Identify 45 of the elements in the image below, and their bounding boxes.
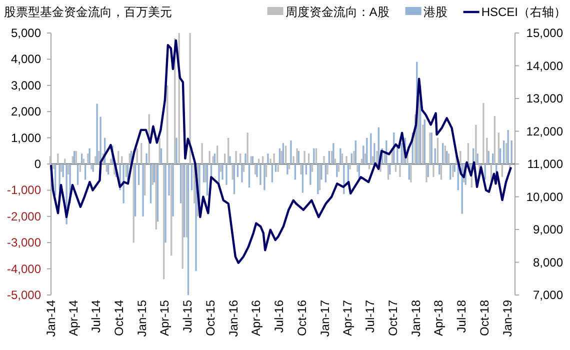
y2-tick-label: 8,000 [532,255,564,270]
y-tick-label: 0 [34,157,42,171]
y-tick-label: -2,000 [6,209,42,224]
x-tick-label: Apr-16 [249,300,264,336]
x-tick-label: Apr-17 [340,300,354,336]
y-tick-label: 4,000 [10,52,42,66]
x-tick-label: Jul-17 [363,300,378,333]
legend-label: 港股 [423,5,448,19]
y2-tick-label: 15,000 [526,26,564,40]
x-tick-label: Apr-15 [158,300,172,336]
legend-label: 周度资金流向：A股 [285,5,390,19]
y-tick-label: 2,000 [10,104,42,119]
y-tick-label: -1,000 [6,183,42,198]
chart-title: 股票型基金资金流向，百万美元 [4,5,172,19]
x-tick-label: Jan-19 [500,300,514,337]
x-tick-label: Apr-18 [432,300,446,336]
y2-tick-label: 9,000 [532,222,564,236]
x-tick-label: Jan-18 [409,300,424,337]
legend-label: HSCEI（右轴） [481,5,566,19]
y-tick-label: -3,000 [6,236,42,250]
y-tick-label: -4,000 [6,262,42,276]
x-tick-label: Oct-17 [386,300,400,336]
y2-tick-label: 10,000 [526,190,564,204]
x-tick-label: Jan-16 [226,300,240,337]
y2-tick-label: 12,000 [526,124,564,138]
x-tick-label: Apr-14 [66,300,80,336]
x-tick-label: Jul-15 [180,300,194,333]
y2-tick-label: 13,000 [526,92,564,106]
x-tick-label: Oct-14 [112,300,126,336]
y-tick-label: 5,000 [10,26,42,40]
x-tick-label: Jan-14 [44,300,58,337]
x-tick-label: Jul-16 [272,300,286,333]
x-tick-label: Jul-18 [454,300,468,333]
x-tick-label: Oct-16 [294,300,309,336]
y-tick-label: -5,000 [6,288,42,302]
y2-tick-label: 14,000 [526,58,564,73]
y2-tick-label: 11,000 [527,157,564,171]
x-tick-label: Jul-14 [89,300,104,333]
y-tick-label: 3,000 [10,78,42,92]
x-tick-label: Jan-15 [135,300,150,337]
x-tick-label: Jan-17 [318,300,332,337]
x-tick-label: Oct-18 [477,300,492,336]
y2-tick-label: 7,000 [532,288,564,302]
x-tick-label: Oct-15 [203,300,218,336]
y-tick-label: 1,000 [10,130,42,145]
